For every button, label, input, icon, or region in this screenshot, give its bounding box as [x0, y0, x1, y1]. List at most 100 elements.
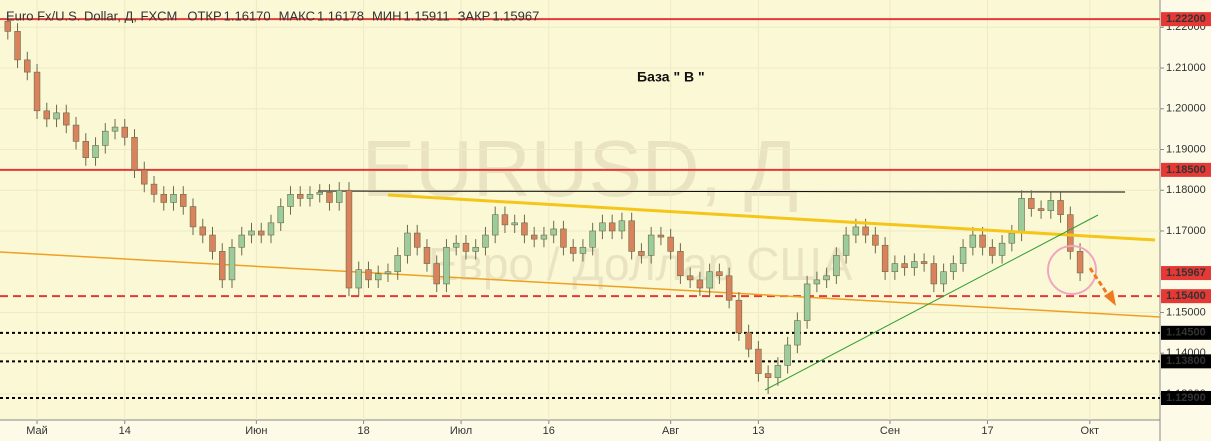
candle-body	[92, 145, 99, 158]
candle-body	[189, 206, 197, 228]
candle-body	[979, 234, 986, 248]
time-axis-background	[0, 420, 1160, 441]
candle-body	[950, 263, 957, 273]
candle-body	[258, 230, 265, 236]
trend-line	[317, 190, 1126, 193]
candle-body	[530, 234, 538, 240]
candle-body	[521, 222, 528, 236]
candle-body	[784, 344, 791, 366]
arrow-head	[1104, 290, 1116, 306]
candle-body	[384, 271, 392, 275]
candle-body	[316, 191, 323, 195]
x-tick-label: 14	[119, 425, 131, 437]
axes: 1.220001.210001.200001.190001.180001.170…	[26, 12, 1211, 437]
candle-body	[842, 234, 850, 256]
level-label-box	[1161, 391, 1211, 406]
candle-body	[989, 246, 996, 256]
ohlc-value: 1.15967	[492, 8, 539, 23]
candle-body	[608, 222, 616, 232]
candle-body	[170, 194, 177, 203]
candle-body	[1076, 251, 1084, 274]
candle-body	[959, 246, 967, 264]
candle-body	[141, 169, 148, 185]
candle-body	[881, 244, 889, 273]
candle-body	[1047, 200, 1055, 211]
level-label: 1.14500	[1166, 327, 1206, 339]
candle-body	[14, 31, 21, 61]
candle-body	[725, 275, 733, 301]
arrow	[1088, 267, 1112, 299]
candle-body	[365, 269, 372, 281]
candle-body	[277, 206, 284, 224]
candle-body	[569, 246, 577, 254]
candle-body	[355, 269, 362, 289]
candle-body	[199, 226, 206, 236]
candle-body	[618, 220, 626, 232]
candle-body	[560, 228, 567, 248]
candle-body	[336, 189, 343, 203]
candle-body	[452, 242, 460, 248]
candle-body	[540, 234, 548, 240]
candle-body	[82, 141, 90, 158]
candle-body	[1028, 198, 1035, 209]
candle-body	[930, 263, 938, 285]
candle-body	[326, 191, 333, 203]
candle-body	[803, 283, 811, 321]
candle-body	[462, 242, 470, 252]
candle-body	[345, 189, 353, 289]
candle-body	[219, 251, 226, 281]
candle-body	[998, 242, 1006, 256]
candle-body	[4, 20, 12, 32]
trend-line	[0, 251, 1161, 318]
candle-body	[1008, 232, 1016, 244]
y-tick-label: 1.15000	[1166, 306, 1206, 318]
annotation: База " В "	[637, 69, 705, 85]
candle-body	[852, 226, 860, 236]
candle-body	[1067, 214, 1074, 252]
candle-body	[794, 320, 801, 346]
trend-line	[764, 214, 1099, 391]
candle-body	[901, 263, 908, 268]
candle-body	[24, 59, 31, 73]
candle-body	[423, 246, 431, 264]
ohlc-label: ЗАКР	[458, 8, 491, 23]
candle-body	[677, 251, 684, 277]
candle-body	[657, 234, 665, 238]
candle-body	[443, 246, 450, 285]
candle-body	[433, 263, 440, 285]
level-label-box	[1161, 289, 1211, 304]
candle-body	[43, 110, 51, 120]
candle-body	[579, 246, 587, 254]
highlight-circle	[1047, 245, 1097, 295]
ohlc-label: МАКС	[279, 8, 315, 23]
candle-body	[940, 271, 947, 285]
candle-body	[706, 271, 713, 289]
candle-body	[745, 332, 752, 350]
candle-body	[716, 271, 723, 277]
candle-body	[823, 275, 830, 281]
candle-body	[862, 226, 869, 236]
candle-body	[833, 255, 840, 277]
candle-body	[228, 246, 236, 281]
candle-body	[755, 348, 762, 374]
candle-body	[589, 230, 596, 248]
x-tick-label: Авг	[662, 425, 679, 437]
candle-body	[638, 251, 645, 256]
candle-body	[1018, 198, 1025, 234]
candle-body	[735, 299, 743, 334]
candle-body	[550, 228, 557, 236]
level-label-box	[1161, 266, 1211, 281]
levels	[0, 18, 1160, 400]
candle-body	[511, 222, 518, 226]
candle-body	[696, 279, 704, 289]
candle-body	[131, 136, 138, 171]
x-tick-label: Окт	[1081, 425, 1100, 437]
grid	[0, 0, 1160, 420]
x-tick-label: Июл	[450, 425, 472, 437]
level-label: 1.18500	[1166, 164, 1206, 176]
candle-body	[472, 246, 479, 252]
candle-body	[53, 112, 60, 120]
trend-line	[387, 193, 1156, 242]
candle-body	[920, 261, 928, 264]
level-label-box	[1161, 325, 1211, 340]
